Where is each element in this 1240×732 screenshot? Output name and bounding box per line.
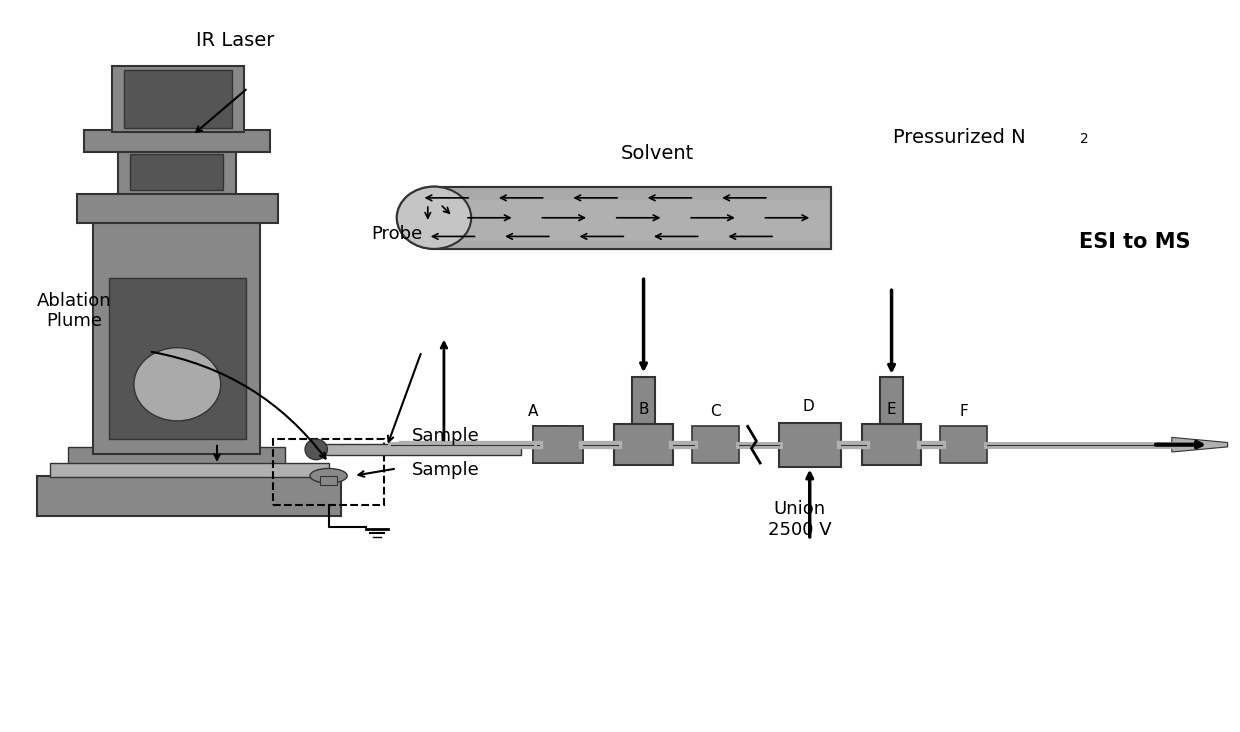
Text: D: D	[802, 399, 815, 414]
FancyBboxPatch shape	[68, 447, 285, 476]
FancyBboxPatch shape	[124, 70, 232, 128]
Text: Probe: Probe	[371, 225, 423, 243]
FancyBboxPatch shape	[37, 476, 341, 516]
Text: A: A	[528, 404, 538, 419]
FancyBboxPatch shape	[93, 220, 260, 454]
Text: F: F	[959, 404, 968, 419]
Bar	[434, 187, 825, 249]
Bar	[434, 187, 831, 249]
FancyBboxPatch shape	[84, 130, 270, 152]
Bar	[614, 424, 673, 466]
Bar	[434, 242, 831, 249]
FancyBboxPatch shape	[112, 66, 244, 132]
Ellipse shape	[305, 439, 327, 460]
Bar	[533, 426, 583, 463]
Text: $_2$: $_2$	[1079, 127, 1089, 146]
Text: IR Laser: IR Laser	[196, 31, 275, 50]
Bar	[862, 424, 921, 466]
Bar	[779, 422, 841, 467]
Ellipse shape	[397, 187, 471, 249]
Text: Solvent: Solvent	[620, 144, 694, 163]
Text: Union
2500 V: Union 2500 V	[768, 500, 832, 539]
Bar	[316, 444, 521, 455]
Polygon shape	[1172, 438, 1228, 452]
Ellipse shape	[134, 348, 221, 421]
Text: C: C	[711, 404, 720, 419]
Bar	[273, 439, 384, 505]
Text: Pressurized N: Pressurized N	[893, 128, 1025, 147]
Bar	[692, 426, 739, 463]
FancyBboxPatch shape	[130, 154, 223, 190]
Text: Ablation
Plume: Ablation Plume	[37, 291, 112, 331]
Text: B: B	[639, 402, 649, 417]
Bar	[940, 426, 987, 463]
Text: E: E	[887, 402, 897, 417]
Bar	[533, 426, 583, 463]
FancyBboxPatch shape	[434, 187, 831, 249]
Ellipse shape	[397, 187, 471, 249]
Bar	[434, 187, 831, 201]
FancyBboxPatch shape	[77, 194, 278, 223]
Bar	[632, 376, 655, 424]
Bar	[880, 376, 903, 424]
Ellipse shape	[310, 468, 347, 483]
Text: ESI to MS: ESI to MS	[1079, 231, 1190, 252]
FancyBboxPatch shape	[109, 278, 246, 439]
Text: Sample: Sample	[412, 427, 480, 444]
FancyBboxPatch shape	[118, 150, 236, 194]
Bar	[320, 476, 337, 485]
FancyBboxPatch shape	[50, 463, 329, 477]
Text: Sample: Sample	[412, 461, 480, 479]
